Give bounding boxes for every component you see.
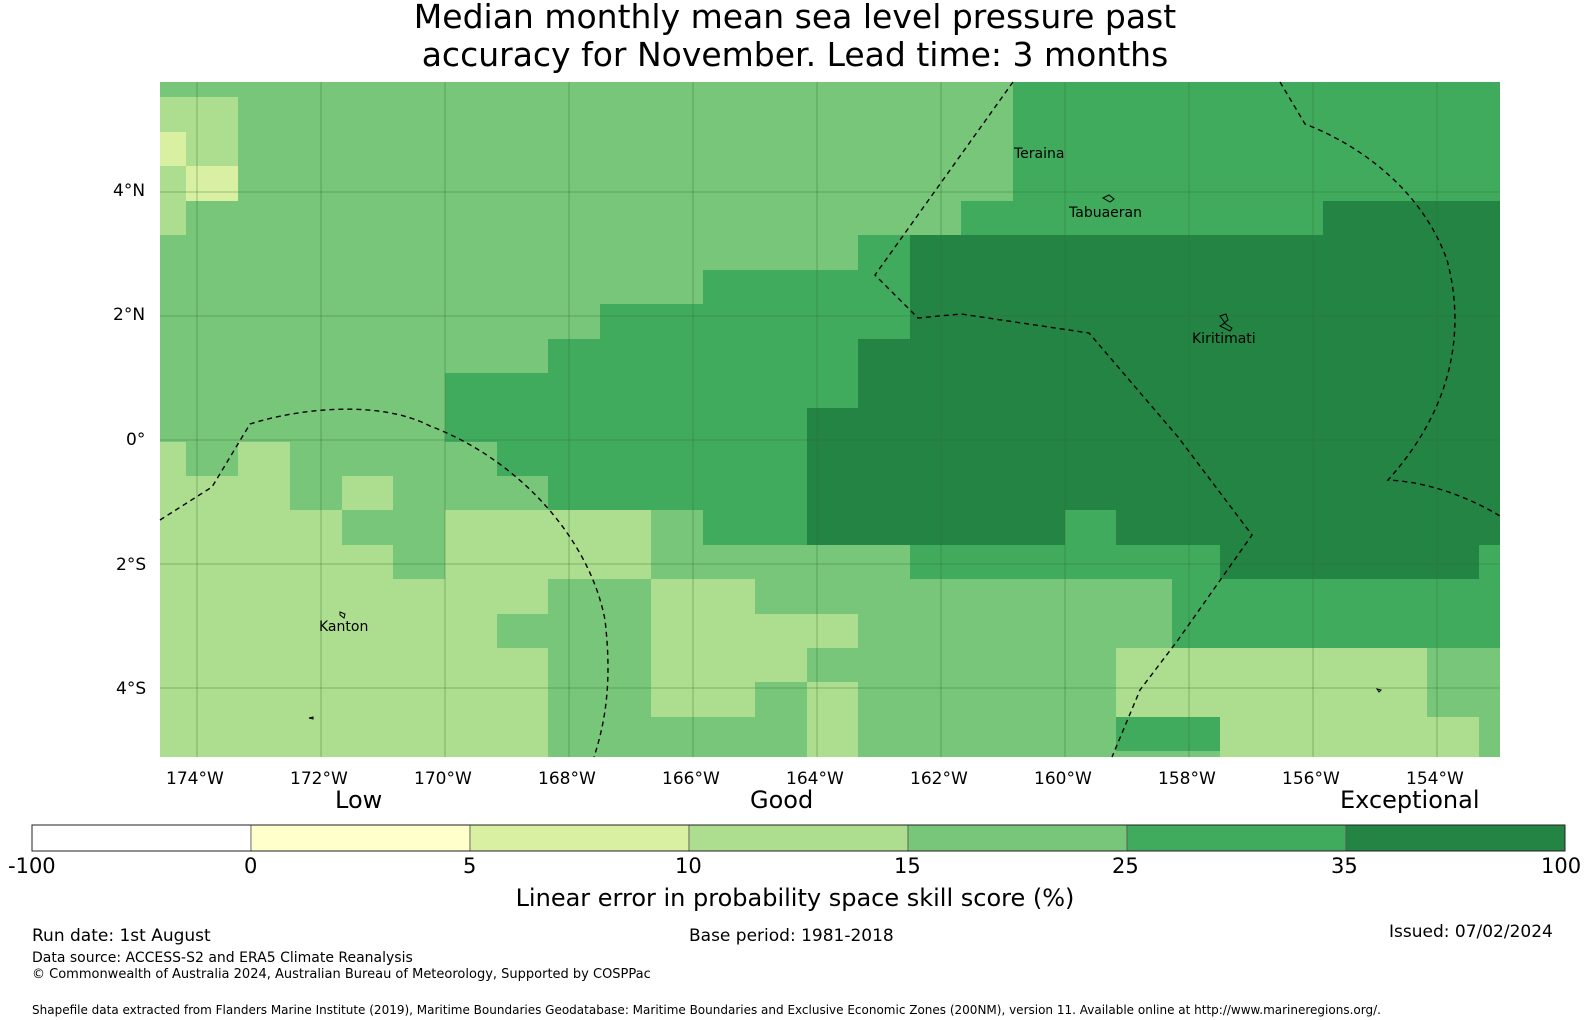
- y-tick-label: 0°: [126, 430, 146, 450]
- colorbar-tick-label: 5: [463, 854, 477, 878]
- x-tick-label: 166°W: [662, 769, 720, 789]
- colorbar-tick-label: 15: [894, 854, 921, 878]
- base-period: Base period: 1981-2018: [689, 926, 894, 946]
- title-line-1: Median monthly mean sea level pressure p…: [413, 0, 1177, 36]
- issued-date: Issued: 07/02/2024: [1389, 922, 1553, 942]
- y-tick-label: 4°N: [113, 181, 146, 201]
- data-source: Data source: ACCESS-S2 and ERA5 Climate …: [32, 950, 413, 966]
- colorbar-segment: [31, 824, 252, 852]
- skill-region: [186, 166, 238, 201]
- skill-score-map: [160, 82, 1500, 757]
- colorbar-axis-label: Linear error in probability space skill …: [515, 884, 1075, 912]
- skill-region: [548, 510, 600, 545]
- x-tick-label: 160°W: [1034, 769, 1092, 789]
- y-tick-label: 4°S: [116, 679, 147, 699]
- title-line-2: accuracy for November. Lead time: 3 mont…: [421, 35, 1169, 74]
- x-tick-label: 170°W: [414, 769, 472, 789]
- skill-region: [1116, 648, 1479, 757]
- colorbar-tick-label: 35: [1331, 854, 1358, 878]
- skill-region: [807, 201, 1500, 579]
- y-tick-label: 2°S: [116, 555, 147, 575]
- skill-region: [910, 510, 1500, 648]
- colorbar-category-good: Good: [750, 786, 814, 814]
- colorbar: [31, 824, 1566, 852]
- map-gridlines: [160, 82, 1500, 757]
- colorbar-segment: [1345, 824, 1566, 852]
- colorbar-segment: [250, 824, 471, 852]
- colorbar-segment: [469, 824, 690, 852]
- place-label-kiritimati: Kiritimati: [1192, 331, 1256, 347]
- copyright: © Commonwealth of Australia 2024, Austra…: [32, 967, 651, 982]
- skill-region: [651, 579, 858, 717]
- island-kiritimati: [1218, 313, 1233, 332]
- island-kanton: [339, 611, 346, 619]
- colorbar-tick-label: 0: [244, 854, 258, 878]
- colorbar-tick-label: 100: [1541, 854, 1582, 878]
- skill-region: [807, 682, 858, 757]
- x-tick-label: 168°W: [538, 769, 596, 789]
- eez-boundary-line: [1279, 81, 1501, 517]
- x-tick-label: 156°W: [1282, 769, 1340, 789]
- place-label-teraina: Teraina: [1014, 146, 1065, 162]
- x-tick-label: 172°W: [290, 769, 348, 789]
- colorbar-segment: [907, 824, 1128, 852]
- place-label-kanton: Kanton: [319, 619, 369, 635]
- y-tick-label: 2°N: [113, 305, 146, 325]
- island-small: [1375, 688, 1382, 693]
- colorbar-segment: [1126, 824, 1347, 852]
- colorbar-category-exceptional: Exceptional: [1340, 786, 1480, 814]
- shapefile-credit: Shapefile data extracted from Flanders M…: [32, 1003, 1381, 1017]
- run-date: Run date: 1st August: [32, 926, 211, 946]
- x-tick-label: 162°W: [910, 769, 968, 789]
- colorbar-outline: [31, 824, 1566, 852]
- island-small: [308, 716, 314, 720]
- skill-region: [342, 476, 393, 510]
- colorbar-tick-label: -100: [8, 854, 56, 878]
- colorbar-tick-label: 25: [1112, 854, 1139, 878]
- x-tick-label: 154°W: [1406, 769, 1464, 789]
- eez-boundaries: [159, 81, 1501, 758]
- skill-region: [1116, 717, 1220, 751]
- x-tick-label: 174°W: [166, 769, 224, 789]
- colorbar-segment: [688, 824, 909, 852]
- colorbar-tick-label: 10: [675, 854, 702, 878]
- island-tabuaeran: [1101, 194, 1115, 203]
- place-label-tabuaeran: Tabuaeran: [1069, 205, 1142, 221]
- skill-region: [160, 442, 651, 757]
- colorbar-category-low: Low: [335, 786, 383, 814]
- island-outlines: [308, 194, 1382, 720]
- skill-region: [1427, 648, 1500, 757]
- x-tick-label: 164°W: [786, 769, 844, 789]
- eez-boundary-line: [159, 408, 609, 758]
- skill-region: [445, 82, 1500, 545]
- skill-region: [160, 132, 186, 166]
- x-tick-label: 158°W: [1158, 769, 1216, 789]
